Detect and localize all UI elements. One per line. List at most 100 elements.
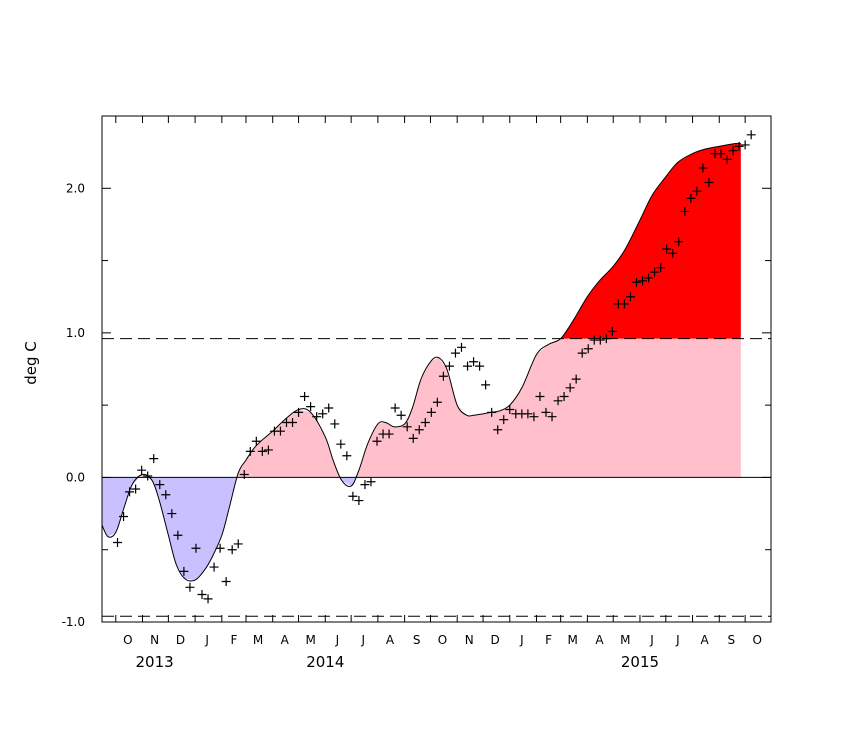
- weekly-marker: [233, 539, 243, 549]
- y-tick-label: -1.0: [62, 615, 85, 629]
- weekly-marker: [740, 140, 750, 150]
- weekly-marker: [577, 348, 587, 358]
- month-tick-label: N: [150, 633, 159, 647]
- weekly-marker: [402, 422, 412, 432]
- month-tick-label: A: [595, 633, 604, 647]
- weekly-marker: [173, 530, 183, 540]
- month-tick-label: O: [123, 633, 132, 647]
- weekly-marker: [547, 412, 557, 422]
- weekly-marker: [607, 326, 617, 336]
- weekly-marker: [263, 445, 273, 455]
- month-tick-label: O: [752, 633, 761, 647]
- y-axis-label: deg C: [22, 341, 40, 385]
- weekly-marker: [601, 334, 611, 344]
- weekly-marker: [209, 562, 219, 572]
- weekly-marker: [324, 403, 334, 413]
- weekly-marker: [179, 566, 189, 576]
- weekly-marker: [306, 402, 316, 412]
- month-tick-label: J: [204, 633, 209, 647]
- weekly-marker: [125, 487, 135, 497]
- weekly-marker: [463, 361, 473, 371]
- weekly-marker: [342, 451, 352, 461]
- month-tick-label: A: [281, 633, 290, 647]
- weekly-marker: [734, 141, 744, 151]
- weekly-marker: [638, 276, 648, 286]
- weekly-marker: [674, 237, 684, 247]
- weekly-marker: [414, 425, 424, 435]
- weekly-marker: [644, 273, 654, 283]
- weekly-marker: [251, 436, 261, 446]
- year-label: 2014: [306, 653, 344, 671]
- negative-anomaly-fill: [102, 477, 741, 581]
- weekly-marker: [348, 491, 358, 501]
- weekly-marker: [336, 439, 346, 449]
- weekly-marker: [438, 371, 448, 381]
- month-tick-label: D: [490, 633, 499, 647]
- weekly-marker: [221, 577, 231, 587]
- weekly-marker: [505, 404, 515, 414]
- weekly-marker: [161, 490, 171, 500]
- weekly-marker: [366, 477, 376, 487]
- weekly-marker: [432, 397, 442, 407]
- weekly-marker: [487, 407, 497, 417]
- weekly-marker: [215, 543, 225, 553]
- month-tick-label: J: [519, 633, 524, 647]
- weekly-marker: [390, 403, 400, 413]
- month-tick-label: M: [568, 633, 578, 647]
- year-label: 2013: [135, 653, 173, 671]
- weekly-marker: [239, 470, 249, 480]
- weekly-marker: [499, 415, 509, 425]
- month-tick-label: D: [176, 633, 185, 647]
- weekly-marker: [275, 426, 285, 436]
- weekly-marker: [686, 193, 696, 203]
- month-tick-label: F: [230, 633, 237, 647]
- month-tick-label: A: [701, 633, 710, 647]
- weekly-marker: [457, 342, 467, 352]
- month-tick-label: J: [649, 633, 654, 647]
- month-tick-label: M: [305, 633, 315, 647]
- weekly-marker: [203, 594, 213, 604]
- weekly-markers: [113, 130, 756, 604]
- weekly-marker: [595, 335, 605, 345]
- weekly-marker: [650, 267, 660, 277]
- weekly-marker: [704, 178, 714, 188]
- weekly-marker: [553, 396, 563, 406]
- weekly-marker: [143, 471, 153, 481]
- weekly-marker: [372, 436, 382, 446]
- weekly-marker: [559, 391, 569, 401]
- month-tick-label: M: [253, 633, 263, 647]
- weekly-marker: [746, 130, 756, 140]
- weekly-marker: [583, 344, 593, 354]
- month-tick-label: J: [360, 633, 365, 647]
- month-tick-label: M: [620, 633, 630, 647]
- weekly-marker: [450, 348, 460, 358]
- weekly-marker: [565, 383, 575, 393]
- y-tick-label: 1.0: [66, 326, 85, 340]
- weekly-marker: [426, 407, 436, 417]
- year-label: 2015: [621, 653, 659, 671]
- weekly-marker: [131, 484, 141, 494]
- weekly-marker: [529, 412, 539, 422]
- weekly-marker: [571, 374, 581, 384]
- weekly-marker: [698, 163, 708, 173]
- weekly-marker: [119, 511, 129, 521]
- month-tick-label: O: [438, 633, 447, 647]
- weekly-marker: [330, 419, 340, 429]
- weekly-marker: [396, 410, 406, 420]
- y-tick-label: 2.0: [66, 181, 85, 195]
- weekly-marker: [680, 206, 690, 216]
- weekly-marker: [318, 409, 328, 419]
- above-threshold-fill: [102, 143, 741, 339]
- weekly-marker: [523, 409, 533, 419]
- month-tick-label: J: [675, 633, 680, 647]
- month-tick-label: J: [335, 633, 340, 647]
- weekly-marker: [354, 496, 364, 506]
- anomaly-fills: [102, 143, 741, 581]
- weekly-marker: [662, 244, 672, 254]
- y-tick-label: 0.0: [66, 470, 85, 484]
- weekly-marker: [444, 361, 454, 371]
- weekly-marker: [227, 545, 237, 555]
- weekly-marker: [716, 149, 726, 159]
